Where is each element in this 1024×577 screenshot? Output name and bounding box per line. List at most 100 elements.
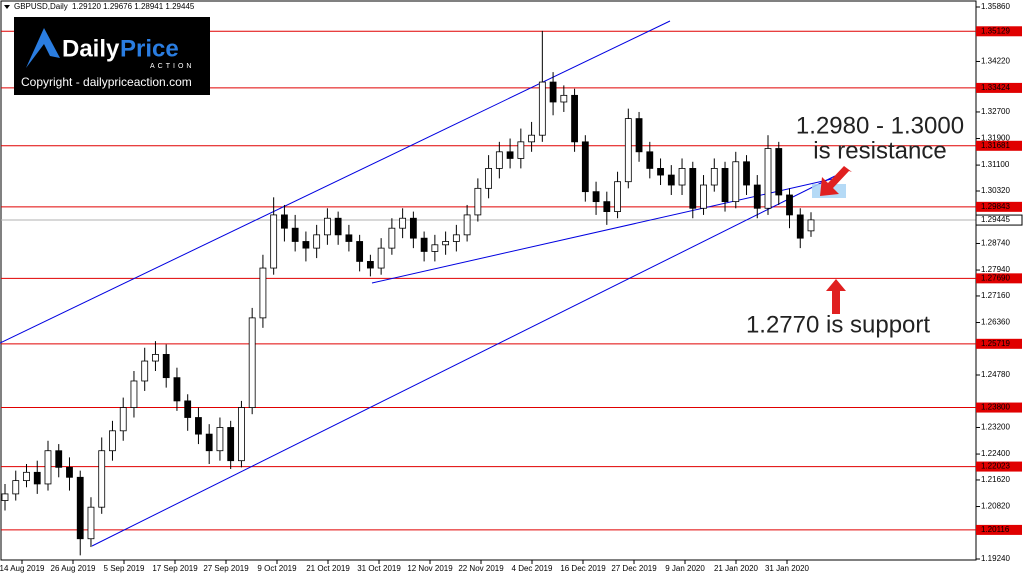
- y-tick-label: 1.28740: [981, 239, 1010, 248]
- level-label-box: [976, 524, 1022, 535]
- x-tick-label: 31 Jan 2020: [765, 564, 810, 573]
- candle-body: [624, 118, 632, 183]
- candle-body: [689, 168, 697, 209]
- y-tick-label: 1.30320: [981, 186, 1010, 195]
- level-label-box: [976, 201, 1022, 212]
- level-label-box: [976, 461, 1022, 472]
- candle-body: [141, 360, 149, 382]
- candle-body: [302, 241, 310, 249]
- candle-body: [721, 168, 729, 203]
- x-tick-label: 26 Aug 2019: [51, 564, 96, 573]
- candle-body: [452, 234, 460, 242]
- candle-body: [538, 81, 546, 136]
- candle-body: [184, 400, 192, 418]
- y-tick-label: 1.21620: [981, 475, 1010, 484]
- level-label: 1.23800: [981, 403, 1010, 412]
- candle-body: [807, 219, 815, 232]
- candle-body: [743, 161, 750, 186]
- candles: [1, 30, 815, 556]
- candle-body: [33, 471, 41, 485]
- candle-body: [152, 354, 159, 362]
- price-label-box: [975, 214, 1023, 226]
- candle-body: [44, 450, 52, 485]
- candle-body: [23, 471, 30, 482]
- logo-box: [14, 17, 210, 95]
- candle-body: [399, 217, 407, 229]
- x-tick-label: 17 Sep 2019: [152, 564, 198, 573]
- y-tick-label: 1.27940: [981, 265, 1010, 274]
- candle-body: [259, 267, 267, 319]
- candle-body: [248, 317, 256, 408]
- arrow-resistance: [820, 166, 852, 196]
- x-tick-label: 5 Sep 2019: [104, 564, 145, 573]
- candle-body: [495, 151, 503, 169]
- candle-body: [227, 427, 235, 462]
- annotation: 1.2980 - 1.3000: [796, 112, 964, 139]
- x-tick-label: 22 Nov 2019: [458, 564, 504, 573]
- candle-body: [592, 191, 600, 203]
- level-label-box: [976, 273, 1022, 284]
- candle-body: [474, 187, 482, 216]
- chart-subtitle: 1.29120 1.29676 1.28941 1.29445: [72, 2, 195, 11]
- y-tick-label: 1.31900: [981, 134, 1010, 143]
- candle-body: [560, 94, 568, 103]
- channel-upper: [0, 20, 671, 344]
- candle-body: [517, 141, 525, 159]
- candle-body: [66, 466, 73, 478]
- channel-lower: [91, 175, 836, 547]
- level-label: 1.20116: [981, 525, 1010, 534]
- candle-body: [238, 407, 245, 462]
- candle-body: [388, 227, 396, 249]
- level-label-box: [976, 402, 1022, 413]
- y-tick-label: 1.22400: [981, 449, 1010, 458]
- candle-body: [764, 148, 772, 209]
- candle-body: [109, 430, 116, 452]
- candle-body: [281, 214, 288, 229]
- header-icon: [4, 5, 10, 9]
- candle-body: [366, 261, 374, 269]
- copyright: Copyright - dailypriceaction.com: [21, 75, 192, 89]
- level-label: 1.31681: [981, 141, 1010, 150]
- candle-body: [657, 168, 664, 176]
- candle-body: [667, 174, 675, 186]
- candle-body: [678, 168, 686, 186]
- x-tick-label: 14 Aug 2019: [0, 564, 45, 573]
- candle-body: [409, 217, 417, 239]
- arrow-support: [826, 279, 846, 314]
- x-tick-label: 4 Dec 2019: [512, 564, 553, 573]
- candle-body: [732, 161, 740, 203]
- candle-body: [87, 506, 95, 540]
- candle-body: [173, 377, 181, 402]
- level-label: 1.22023: [981, 462, 1010, 471]
- candle-body: [356, 241, 364, 262]
- candle-body: [442, 241, 450, 246]
- logo-mark: [26, 28, 60, 68]
- candle-body: [130, 380, 138, 408]
- x-tick-label: 16 Dec 2019: [560, 564, 606, 573]
- y-tick-label: 1.35860: [981, 2, 1010, 11]
- candle-body: [786, 194, 793, 216]
- annotation: 1.2770 is support: [746, 311, 930, 338]
- x-tick-label: 12 Nov 2019: [407, 564, 453, 573]
- candle-body: [635, 118, 643, 153]
- level-label: 1.27690: [981, 273, 1010, 282]
- level-label-box: [976, 82, 1022, 93]
- level-label: 1.33424: [981, 83, 1010, 92]
- candle-body: [775, 148, 783, 196]
- candle-body: [323, 217, 331, 236]
- candle-body: [646, 151, 654, 169]
- candle-body: [345, 234, 353, 242]
- x-tick-label: 31 Oct 2019: [357, 564, 401, 573]
- candle-body: [753, 184, 761, 209]
- logo-text: Price: [120, 35, 179, 62]
- candle-body: [12, 480, 20, 495]
- candle-body: [485, 168, 493, 189]
- x-tick-label: 27 Dec 2019: [611, 564, 657, 573]
- candle-body: [1, 493, 9, 501]
- annotation: is resistance: [813, 137, 946, 164]
- level-label: 1.25719: [981, 339, 1010, 348]
- y-tick-label: 1.23200: [981, 423, 1010, 432]
- candle-body: [603, 201, 611, 212]
- candle-body: [796, 214, 804, 239]
